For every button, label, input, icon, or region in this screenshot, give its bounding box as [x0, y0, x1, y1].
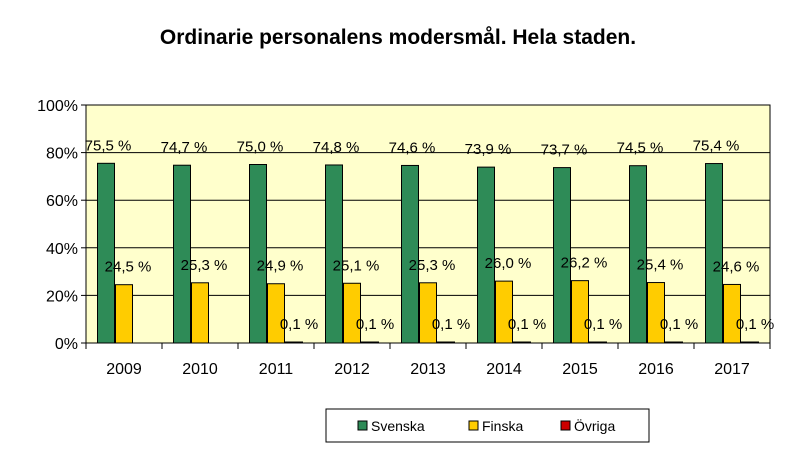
- legend-swatch: [560, 420, 571, 431]
- bar-vriga: [741, 341, 759, 344]
- bar-finska: [723, 283, 741, 344]
- data-labels: 75,5 % 24,5 % 74,7 % 25,3 % 75,0 % 24,9 % 0,1 …: [85, 137, 775, 333]
- y-tick-label: 0%: [55, 336, 78, 353]
- data-label: 24,6 %: [713, 258, 760, 275]
- legend-label: Finska: [482, 418, 523, 434]
- bar-finska: [115, 284, 133, 344]
- data-label: 73,9 %: [465, 141, 512, 158]
- bar-svenska: [629, 165, 647, 344]
- data-label: 0,1 %: [736, 316, 774, 333]
- y-tick-label: 40%: [46, 241, 78, 258]
- bars: [97, 162, 759, 344]
- bar-svenska: [401, 164, 419, 344]
- bar-svenska: [325, 164, 343, 344]
- x-tick-label: 2013: [410, 361, 446, 378]
- x-tick-label: 2015: [562, 361, 598, 378]
- data-label: 74,5 %: [617, 140, 664, 157]
- bar-vriga: [361, 341, 379, 344]
- bar-vriga: [437, 341, 455, 344]
- y-tick-label: 100%: [37, 98, 78, 115]
- legend-swatch: [468, 420, 479, 431]
- bar-svenska: [705, 163, 723, 344]
- data-label: 73,7 %: [541, 142, 588, 159]
- data-label: 74,8 %: [313, 139, 360, 156]
- data-label: 74,7 %: [161, 139, 208, 156]
- bar-svenska: [173, 164, 191, 344]
- x-tick-label: 2014: [486, 361, 522, 378]
- y-tick-label: 20%: [46, 288, 78, 305]
- bar-vriga: [589, 341, 607, 344]
- chart-title: Ordinarie personalens modersmål. Hela st…: [160, 26, 636, 49]
- bar-vriga: [285, 341, 303, 344]
- bar-finska: [571, 280, 589, 344]
- data-label: 0,1 %: [280, 316, 318, 333]
- x-tick-label: 2010: [182, 361, 218, 378]
- data-label: 24,5 %: [105, 259, 152, 276]
- x-tick-label: 2017: [714, 361, 750, 378]
- data-label: 26,2 %: [561, 255, 608, 272]
- data-label: 26,0 %: [485, 255, 532, 272]
- bar-finska: [343, 282, 361, 344]
- bar-svenska: [553, 167, 571, 344]
- bar-finska: [191, 282, 209, 344]
- bar-finska: [267, 283, 285, 344]
- bar-svenska: [477, 166, 495, 344]
- data-label: 0,1 %: [584, 316, 622, 333]
- legend-label: Övriga: [574, 417, 615, 434]
- legend: Svenska Finska Övriga: [325, 408, 650, 443]
- data-label: 0,1 %: [508, 316, 546, 333]
- data-label: 75,0 %: [237, 139, 284, 156]
- bar-vriga: [513, 341, 531, 344]
- data-label: 25,3 %: [181, 257, 228, 274]
- data-label: 0,1 %: [356, 316, 394, 333]
- legend-swatch: [357, 420, 368, 431]
- data-label: 74,6 %: [389, 139, 436, 156]
- axes: 0% 20% 40% 60% 80% 100% 2009 2010 2011 2012 2013 20…: [37, 98, 771, 378]
- data-label: 25,3 %: [409, 257, 456, 274]
- bar-svenska: [249, 164, 267, 344]
- data-label: 0,1 %: [660, 316, 698, 333]
- bar-svenska: [97, 162, 115, 344]
- data-label: 24,9 %: [257, 258, 304, 275]
- bar-finska: [419, 282, 437, 344]
- legend-frame: [325, 408, 650, 443]
- y-tick-label: 60%: [46, 193, 78, 210]
- legend-label: Svenska: [371, 418, 425, 434]
- data-label: 0,1 %: [432, 316, 470, 333]
- y-tick-label: 80%: [46, 146, 78, 163]
- data-label: 75,4 %: [693, 138, 740, 155]
- bar-finska: [647, 282, 665, 344]
- x-tick-label: 2016: [638, 361, 674, 378]
- data-label: 75,5 %: [85, 137, 132, 154]
- data-label: 25,1 %: [333, 257, 380, 274]
- data-label: 25,4 %: [637, 257, 684, 274]
- bar-vriga: [665, 341, 683, 344]
- x-tick-label: 2009: [106, 361, 142, 378]
- x-tick-label: 2012: [334, 361, 370, 378]
- bar-finska: [495, 280, 513, 344]
- x-tick-label: 2011: [259, 361, 294, 378]
